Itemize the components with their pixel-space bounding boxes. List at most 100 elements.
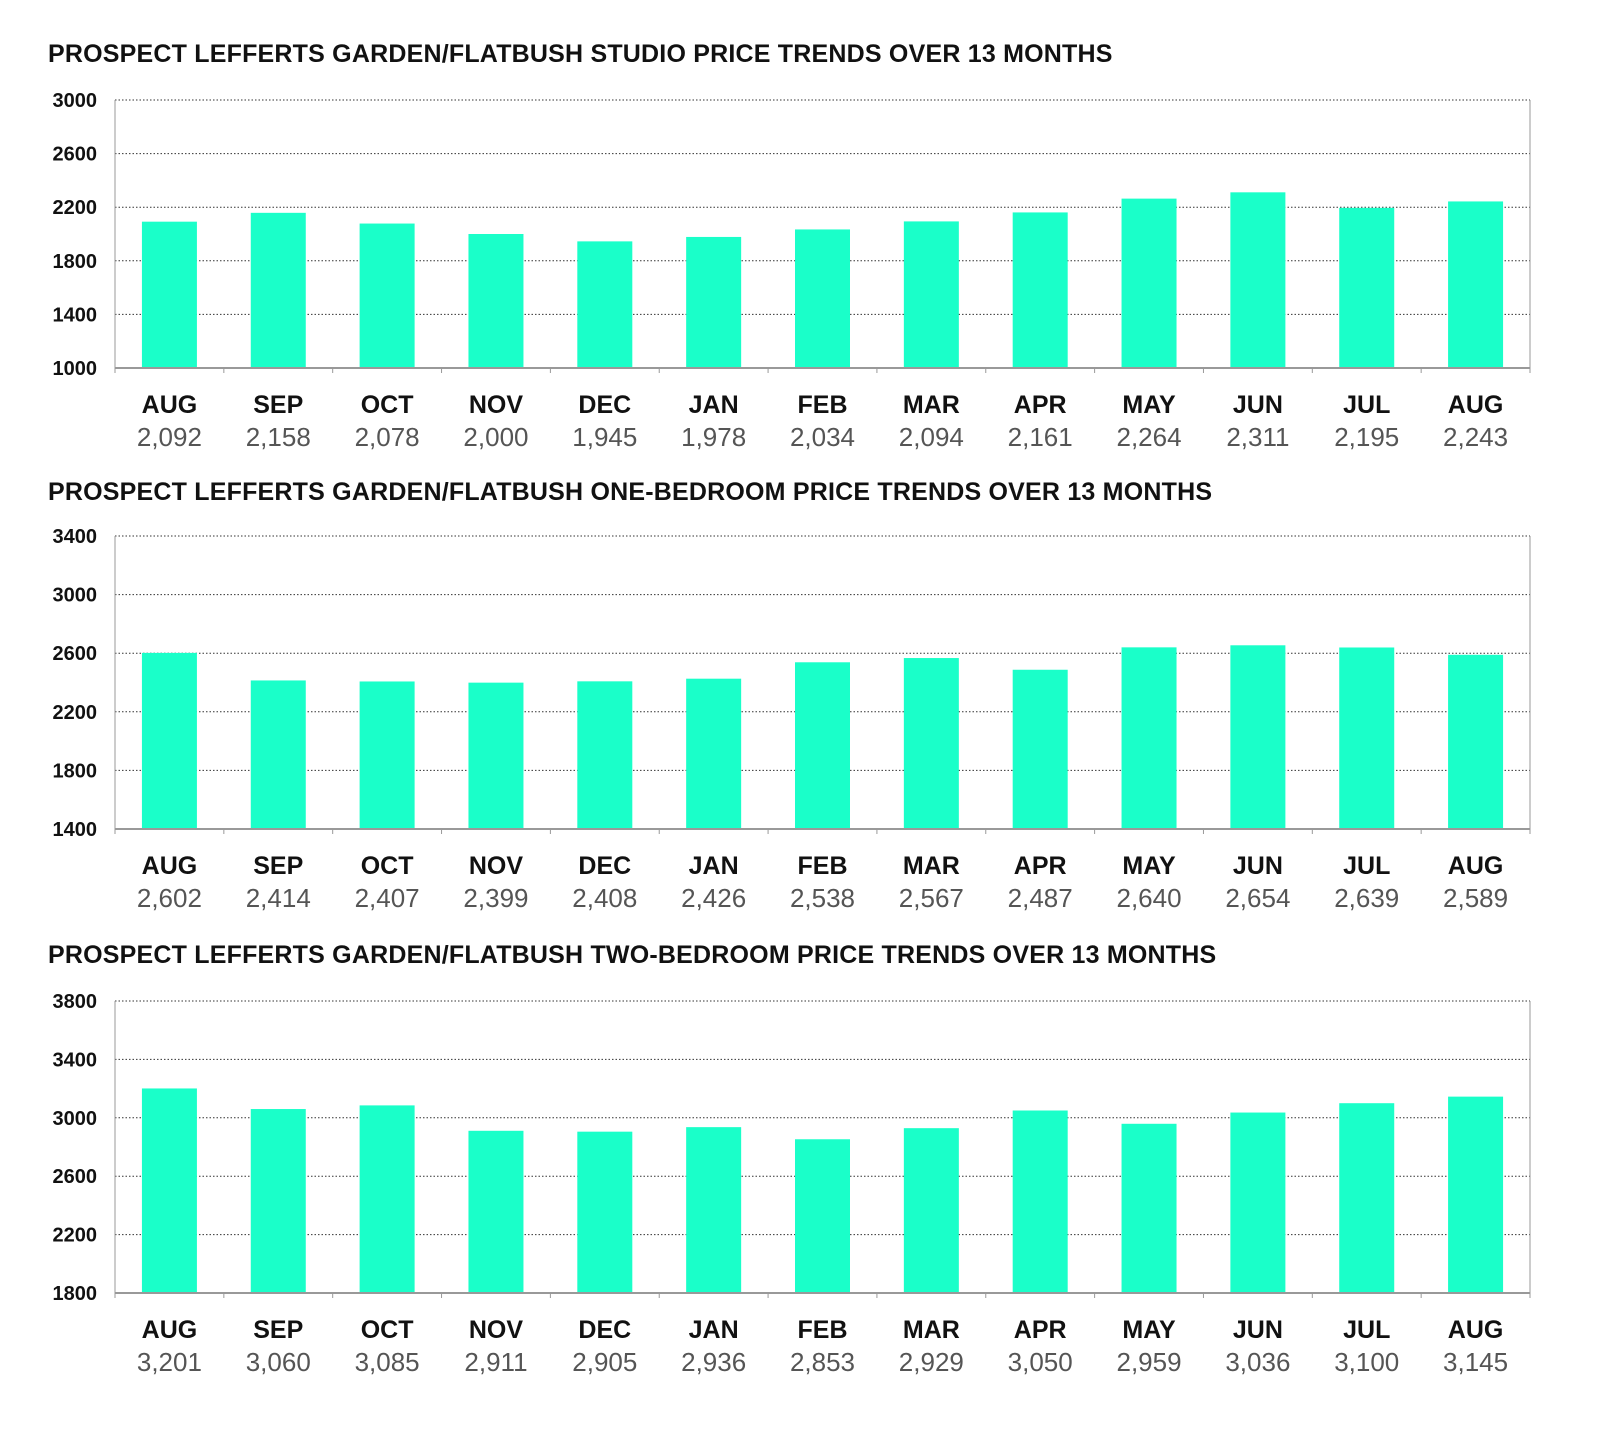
month-label: MAY <box>1122 852 1176 880</box>
value-label: 3,085 <box>355 1347 420 1377</box>
y-tick-label: 3000 <box>53 1108 98 1130</box>
bar <box>1012 212 1068 368</box>
value-label: 2,408 <box>572 883 637 913</box>
bar <box>250 212 306 368</box>
bar <box>359 681 415 829</box>
month-label: JAN <box>689 1316 739 1344</box>
value-label: 2,158 <box>246 422 311 452</box>
value-label: 2,426 <box>681 883 746 913</box>
y-tick-label: 3400 <box>53 1049 98 1071</box>
month-label: JUN <box>1233 852 1283 880</box>
y-tick-label: 2200 <box>53 1225 98 1247</box>
bar <box>468 1130 524 1293</box>
two-bedroom-price-chart: PROSPECT LEFFERTS GARDEN/FLATBUSH TWO-BE… <box>0 941 1600 1381</box>
chart-plot: 1400 1800 2200 2600 3000 3400 AUG 2,602 SEP 2,414… <box>53 526 1531 913</box>
y-tick-label: 2200 <box>53 702 98 724</box>
value-label: 2,936 <box>681 1347 746 1377</box>
value-label: 2,911 <box>464 1347 527 1377</box>
month-label: JUL <box>1343 391 1390 419</box>
bar <box>1230 192 1286 368</box>
month-label: AUG <box>1448 852 1504 880</box>
bar <box>1339 207 1395 368</box>
bar <box>686 678 742 829</box>
month-label: MAR <box>903 852 960 880</box>
bar <box>1448 654 1504 829</box>
value-label: 2,929 <box>899 1347 964 1377</box>
value-label: 2,407 <box>355 883 420 913</box>
value-label: 2,399 <box>463 883 528 913</box>
month-label: AUG <box>142 391 198 419</box>
bar <box>686 1127 742 1293</box>
value-label: 2,487 <box>1008 883 1073 913</box>
month-label: FEB <box>798 391 848 419</box>
month-label: AUG <box>1448 391 1504 419</box>
value-label: 2,654 <box>1225 883 1290 913</box>
month-label: DEC <box>578 852 631 880</box>
month-label: SEP <box>253 1316 303 1344</box>
value-label: 2,538 <box>790 883 855 913</box>
value-label: 2,602 <box>137 883 202 913</box>
bar <box>1121 647 1177 829</box>
y-tick-label: 1400 <box>53 304 98 326</box>
bar <box>141 652 197 829</box>
y-tick-label: 1800 <box>53 1283 98 1305</box>
value-label: 2,640 <box>1116 883 1181 913</box>
y-tick-label: 2600 <box>53 643 98 665</box>
bar <box>795 229 850 368</box>
chart-plot: 1800 2200 2600 3000 3400 3800 AUG 3,201 SEP 3,060… <box>53 991 1531 1377</box>
month-label: OCT <box>361 1316 414 1344</box>
value-label: 3,036 <box>1225 1347 1290 1377</box>
month-label: NOV <box>469 852 524 880</box>
value-label: 2,243 <box>1443 422 1508 452</box>
studio-price-chart: PROSPECT LEFFERTS GARDEN/FLATBUSH STUDIO… <box>0 40 1600 460</box>
y-tick-label: 1800 <box>53 251 98 273</box>
bar <box>1448 201 1504 368</box>
month-label: DEC <box>578 1316 631 1344</box>
bar <box>1339 1103 1395 1293</box>
bar <box>903 221 959 368</box>
bar <box>1121 198 1177 368</box>
month-label: MAR <box>903 1316 960 1344</box>
month-label: SEP <box>253 852 303 880</box>
month-label: JUL <box>1343 1316 1390 1344</box>
bar <box>141 1088 197 1293</box>
value-label: 2,905 <box>572 1347 637 1377</box>
value-label: 2,959 <box>1116 1347 1181 1377</box>
bar <box>250 1109 306 1293</box>
bar <box>577 681 633 829</box>
month-label: FEB <box>798 1316 848 1344</box>
bar <box>1012 669 1068 829</box>
bar <box>468 682 524 829</box>
value-label: 2,161 <box>1008 422 1073 452</box>
bar <box>1230 645 1286 829</box>
value-label: 2,589 <box>1443 883 1508 913</box>
y-tick-label: 3400 <box>53 526 98 548</box>
month-label: APR <box>1014 852 1067 880</box>
y-tick-label: 2600 <box>53 1166 98 1188</box>
bar <box>1121 1123 1177 1293</box>
chart-title: PROSPECT LEFFERTS GARDEN/FLATBUSH TWO-BE… <box>48 941 1217 969</box>
bar <box>903 658 959 829</box>
chart-title: PROSPECT LEFFERTS GARDEN/FLATBUSH ONE-BE… <box>48 478 1213 506</box>
bar <box>686 236 742 368</box>
y-tick-label: 3000 <box>53 90 98 112</box>
month-label: JUL <box>1343 852 1390 880</box>
value-label: 2,094 <box>899 422 964 452</box>
bar <box>577 241 633 368</box>
y-tick-label: 1800 <box>53 760 98 782</box>
bar <box>141 221 197 368</box>
value-label: 2,311 <box>1226 422 1289 452</box>
month-label: AUG <box>1448 1316 1504 1344</box>
value-label: 3,100 <box>1334 1347 1399 1377</box>
month-label: AUG <box>142 852 198 880</box>
y-tick-label: 2200 <box>53 197 98 219</box>
y-tick-label: 1000 <box>53 358 98 380</box>
month-label: MAR <box>903 391 960 419</box>
month-label: AUG <box>142 1316 198 1344</box>
value-label: 2,078 <box>355 422 420 452</box>
bar <box>1012 1110 1068 1293</box>
bar <box>250 680 306 829</box>
value-label: 2,853 <box>790 1347 855 1377</box>
y-tick-label: 3000 <box>53 585 98 607</box>
value-label: 2,264 <box>1116 422 1181 452</box>
